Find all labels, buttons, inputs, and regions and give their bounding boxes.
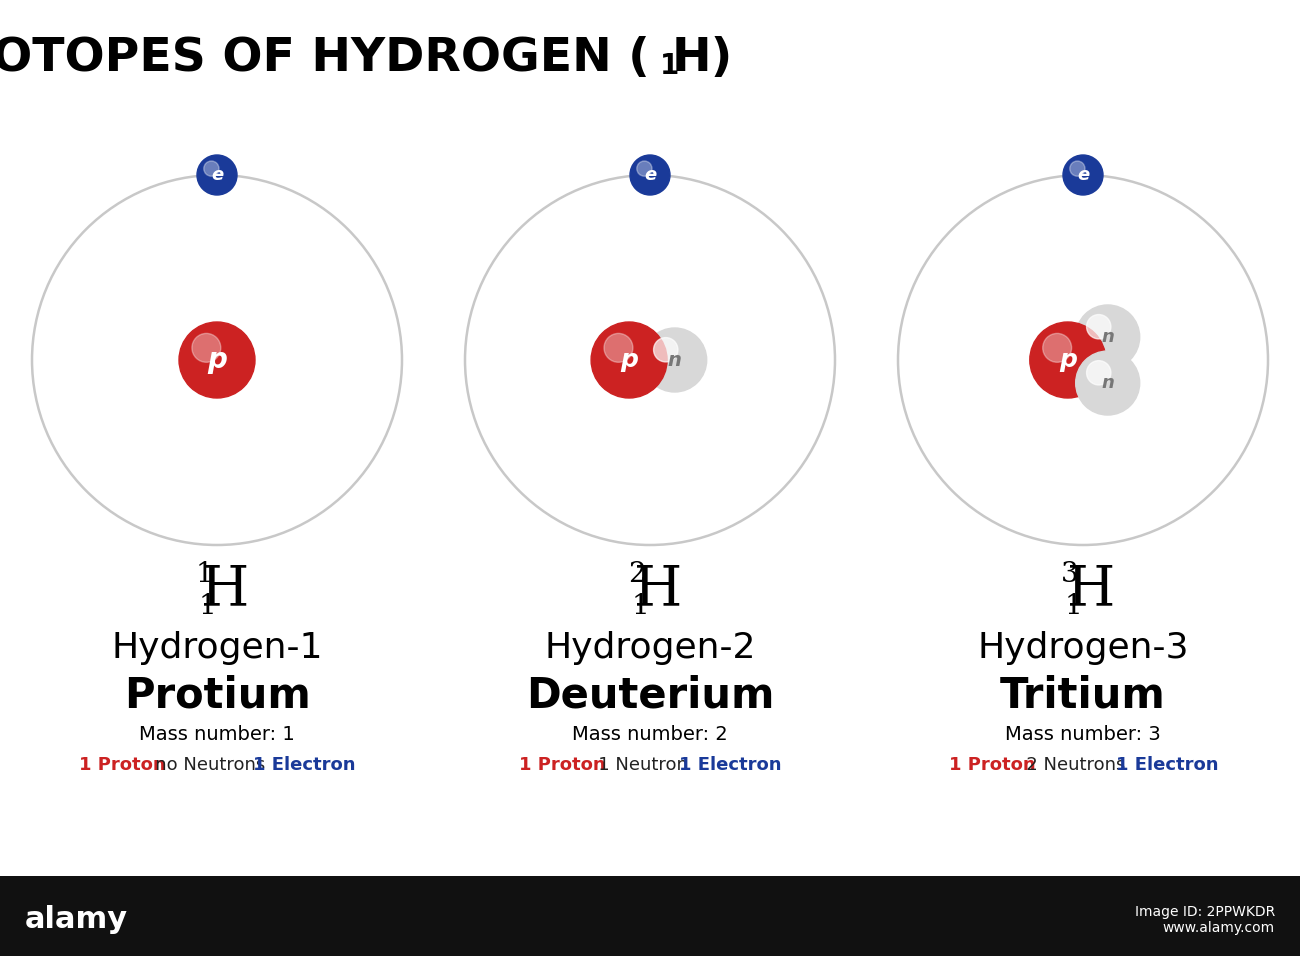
Circle shape [179,322,255,398]
Text: Tritium: Tritium [1000,674,1166,716]
Text: Deuterium: Deuterium [525,674,775,716]
Text: 2 Neutrons: 2 Neutrons [1009,756,1143,774]
Circle shape [1070,161,1085,176]
Text: e: e [644,166,656,184]
Circle shape [198,155,237,195]
Text: alamy: alamy [25,905,129,935]
Text: no Neutrons: no Neutrons [138,756,282,774]
Text: 3: 3 [1061,560,1079,588]
Circle shape [642,328,707,392]
Text: 1 Electron: 1 Electron [1115,756,1218,774]
Text: 1: 1 [660,52,679,80]
Text: Mass number: 1: Mass number: 1 [139,726,295,745]
Text: Hydrogen-3: Hydrogen-3 [978,631,1188,665]
Text: 1: 1 [1065,593,1082,619]
Text: e: e [1076,166,1089,184]
Text: n: n [1101,328,1114,346]
Circle shape [654,337,677,362]
Text: H: H [1067,563,1115,618]
Circle shape [1043,334,1071,362]
Bar [0,876,1300,956]
Text: Image ID: 2PPWKDR
www.alamy.com: Image ID: 2PPWKDR www.alamy.com [1135,905,1275,935]
Text: Protium: Protium [124,674,311,716]
Text: 1 Proton: 1 Proton [949,756,1035,774]
Circle shape [592,322,667,398]
Text: H: H [634,563,682,618]
Text: n: n [668,351,681,370]
Text: 1 Electron: 1 Electron [254,756,356,774]
Text: p: p [620,348,638,372]
Text: p: p [207,346,228,374]
Text: e: e [211,166,224,184]
Text: Mass number: 3: Mass number: 3 [1005,726,1161,745]
Text: H: H [200,563,250,618]
Circle shape [1030,322,1106,398]
Text: MAIN ISOTOPES OF HYDROGEN (: MAIN ISOTOPES OF HYDROGEN ( [0,35,650,80]
Text: 1 Electron: 1 Electron [679,756,781,774]
Circle shape [204,161,218,176]
Text: Hydrogen-1: Hydrogen-1 [112,631,322,665]
Text: 1: 1 [195,560,213,588]
Text: p: p [1060,348,1076,372]
Circle shape [630,155,670,195]
Circle shape [1075,351,1140,415]
Circle shape [1087,315,1112,338]
Text: Hydrogen-2: Hydrogen-2 [545,631,755,665]
Circle shape [604,334,633,362]
Text: H): H) [672,35,733,80]
Text: n: n [1101,374,1114,392]
Text: 1 Proton: 1 Proton [519,756,606,774]
Text: Mass number: 2: Mass number: 2 [572,726,728,745]
Circle shape [1087,360,1112,385]
Circle shape [192,334,221,362]
Text: 1: 1 [630,593,649,619]
Text: 1 Neutron: 1 Neutron [581,756,705,774]
Text: 1: 1 [198,593,216,619]
Circle shape [1063,155,1102,195]
Circle shape [1075,305,1140,369]
Circle shape [637,161,653,176]
Text: 2: 2 [628,560,646,588]
Text: 1 Proton: 1 Proton [79,756,166,774]
